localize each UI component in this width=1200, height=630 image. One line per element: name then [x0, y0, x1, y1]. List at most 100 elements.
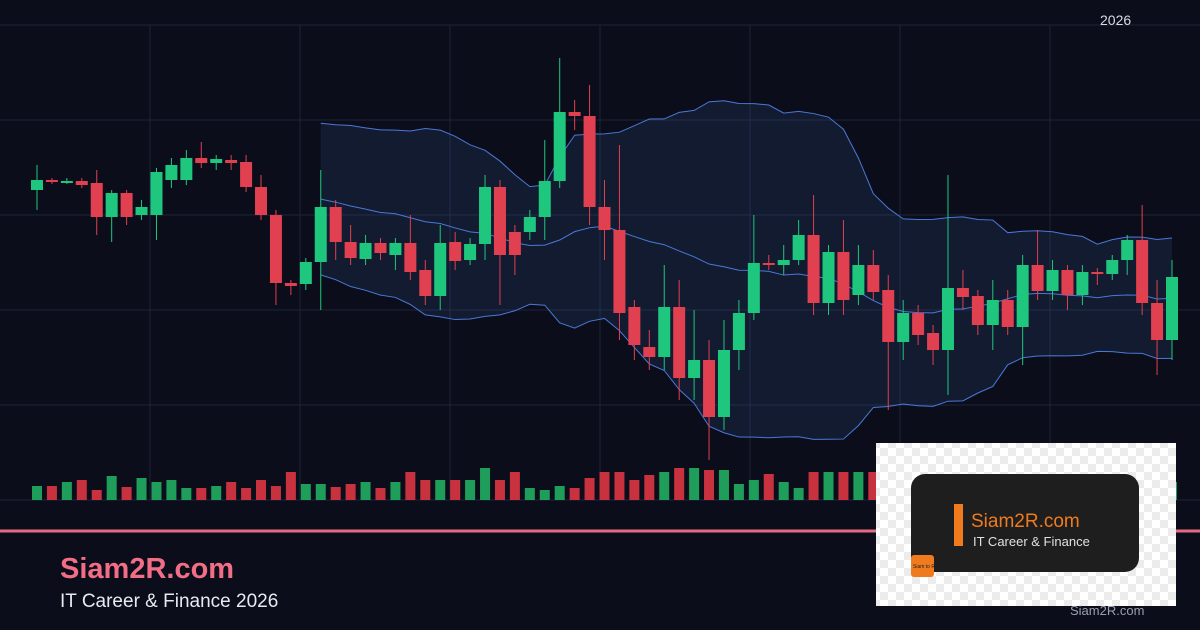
- volume-bar: [375, 488, 386, 500]
- volume-bar: [196, 488, 207, 500]
- candle-body: [255, 187, 268, 215]
- candle-body: [449, 242, 462, 261]
- volume-bar: [614, 472, 625, 500]
- bollinger-upper: [320, 100, 1173, 245]
- candle-body: [1121, 240, 1134, 260]
- volume-bar: [689, 468, 700, 500]
- candle-body: [613, 230, 626, 313]
- candle-body: [867, 265, 880, 292]
- volume-bar: [793, 488, 804, 500]
- candle-body: [45, 180, 58, 182]
- brand-title: Siam2R.com: [60, 553, 234, 585]
- volume-bar: [76, 480, 87, 500]
- volume-bar: [569, 488, 580, 500]
- candle-body: [1031, 265, 1044, 291]
- candle-body: [105, 193, 118, 217]
- volume-bar: [46, 486, 57, 500]
- candle-body: [493, 187, 506, 255]
- candle-body: [971, 296, 984, 325]
- candle-body: [60, 181, 73, 183]
- logo: Siam2R.com IT Career & Finance Siam to R…: [876, 443, 1176, 606]
- volume-bar: [181, 488, 192, 500]
- candle-body: [1091, 272, 1104, 274]
- candle-body: [1151, 303, 1164, 340]
- candle-body: [583, 116, 596, 207]
- candle-body: [822, 252, 835, 303]
- volume-bar: [151, 482, 162, 500]
- volume-bar: [748, 480, 759, 500]
- year-label: 2026: [1100, 12, 1131, 28]
- candle-body: [508, 232, 521, 255]
- candle-body: [135, 207, 148, 215]
- candle-body: [419, 270, 432, 296]
- candle-body: [195, 158, 208, 163]
- candle-body: [1016, 265, 1029, 327]
- candle-body: [643, 347, 656, 357]
- logo-subtitle: IT Career & Finance: [973, 534, 1090, 549]
- candle-body: [658, 307, 671, 357]
- candle-body: [688, 360, 701, 378]
- candle-body: [314, 207, 327, 262]
- volume-bar: [91, 490, 102, 500]
- volume-bar: [674, 468, 685, 500]
- volume-bar: [435, 480, 446, 500]
- candle-body: [299, 262, 312, 284]
- candle-body: [359, 243, 372, 259]
- logo-badge-text: Siam to Rich: [913, 564, 942, 570]
- volume-bar: [450, 480, 461, 500]
- volume-bar: [554, 486, 565, 500]
- logo-badge: [911, 555, 934, 577]
- candle-body: [269, 215, 282, 283]
- volume-bar: [241, 488, 252, 500]
- volume-bar: [166, 480, 177, 500]
- candle-body: [389, 243, 402, 255]
- volume-bar: [345, 484, 356, 500]
- volume-bar: [360, 482, 371, 500]
- candle-body: [1001, 300, 1014, 327]
- candle-body: [553, 112, 566, 181]
- candle-body: [120, 193, 133, 217]
- candle-body: [210, 159, 223, 163]
- candle-body: [240, 162, 253, 187]
- candle-body: [912, 313, 925, 335]
- candle-body: [897, 313, 910, 342]
- volume-bar: [823, 472, 834, 500]
- candle-body: [180, 158, 193, 180]
- candle-body: [1106, 260, 1119, 274]
- candle-body: [284, 283, 297, 286]
- volume-bar: [808, 472, 819, 500]
- candle-body: [538, 181, 551, 217]
- candle-body: [837, 252, 850, 300]
- volume-bar: [584, 478, 595, 500]
- volume-bar: [853, 472, 864, 500]
- volume-bar: [718, 470, 729, 500]
- candle-body: [598, 207, 611, 230]
- candle-body: [374, 243, 387, 253]
- volume-bar: [390, 482, 401, 500]
- volume-bar: [315, 484, 326, 500]
- candle-body: [792, 235, 805, 260]
- candle-body: [1166, 277, 1178, 340]
- candle-body: [1061, 270, 1074, 295]
- candle-body: [568, 112, 581, 116]
- volume-bar: [405, 472, 416, 500]
- candle-body: [329, 207, 342, 242]
- candle-body: [777, 260, 790, 265]
- volume-bar: [211, 486, 222, 500]
- volume-bar: [704, 470, 715, 500]
- logo-title: Siam2R.com: [971, 511, 1080, 532]
- volume-bar: [524, 488, 535, 500]
- candle-body: [1046, 270, 1059, 291]
- candle-body: [882, 290, 895, 342]
- candle-body: [927, 333, 940, 350]
- candle-body: [75, 181, 88, 185]
- volume-bar: [330, 487, 341, 500]
- candle-body: [956, 288, 969, 297]
- candle-body: [404, 243, 417, 272]
- volume-bar: [256, 480, 267, 500]
- volume-bar: [644, 475, 655, 500]
- candle-body: [31, 180, 43, 190]
- candle-body: [747, 263, 760, 313]
- volume-bar: [494, 480, 505, 500]
